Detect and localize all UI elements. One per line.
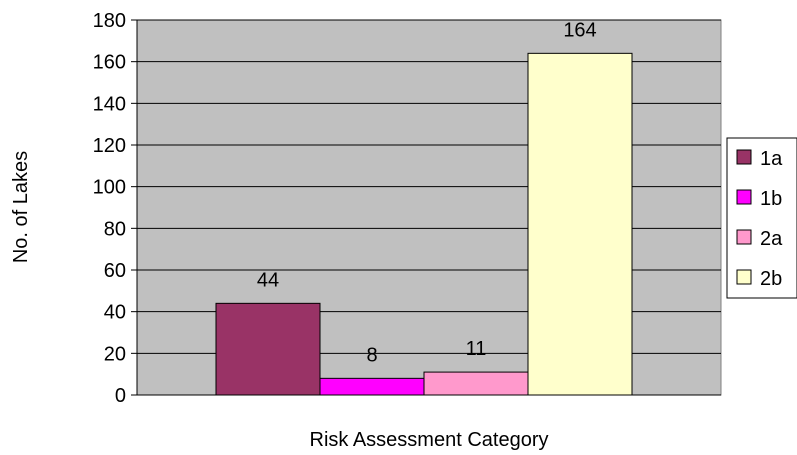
y-tick-label: 40 (104, 302, 126, 324)
y-tick-label: 100 (93, 177, 126, 199)
data-label-1b: 8 (366, 344, 377, 366)
bar-2a (423, 371, 529, 396)
bar-1a (215, 302, 321, 396)
y-tick-label: 0 (115, 385, 126, 407)
legend-swatch-2b (736, 269, 752, 285)
bars (215, 52, 633, 396)
data-label-2a: 11 (466, 338, 487, 360)
legend-items: 1a 1b 2a 2b (736, 148, 783, 290)
y-tick-label: 140 (93, 93, 126, 115)
legend-swatch-1b (736, 189, 752, 205)
legend-label-1b: 1b (760, 188, 782, 210)
legend-label-1a: 1a (760, 148, 783, 170)
y-tick-label: 120 (93, 135, 126, 157)
data-labels: 44 8 11 164 (257, 19, 597, 366)
x-axis-title: Risk Assessment Category (310, 429, 549, 451)
y-tick-label: 160 (93, 52, 126, 74)
y-tick-label: 80 (104, 218, 126, 240)
legend: 1a 1b 2a 2b (726, 137, 797, 299)
data-label-2b: 164 (563, 19, 596, 41)
y-axis-tick-labels: 0 20 40 60 80 100 120 140 160 180 (93, 10, 126, 407)
legend-swatch-1a (736, 149, 752, 165)
data-label-1a: 44 (257, 269, 279, 291)
y-tick-label: 20 (104, 343, 126, 365)
y-axis-ticks (131, 19, 137, 396)
legend-label-2b: 2b (760, 268, 782, 290)
y-tick-label: 60 (104, 260, 126, 282)
bar-1b (319, 377, 425, 396)
legend-label-2a: 2a (760, 228, 783, 250)
bar-2b (527, 52, 633, 396)
y-tick-label: 180 (93, 10, 126, 32)
y-axis-title: No. of Lakes (10, 151, 32, 263)
legend-swatch-2a (736, 229, 752, 245)
